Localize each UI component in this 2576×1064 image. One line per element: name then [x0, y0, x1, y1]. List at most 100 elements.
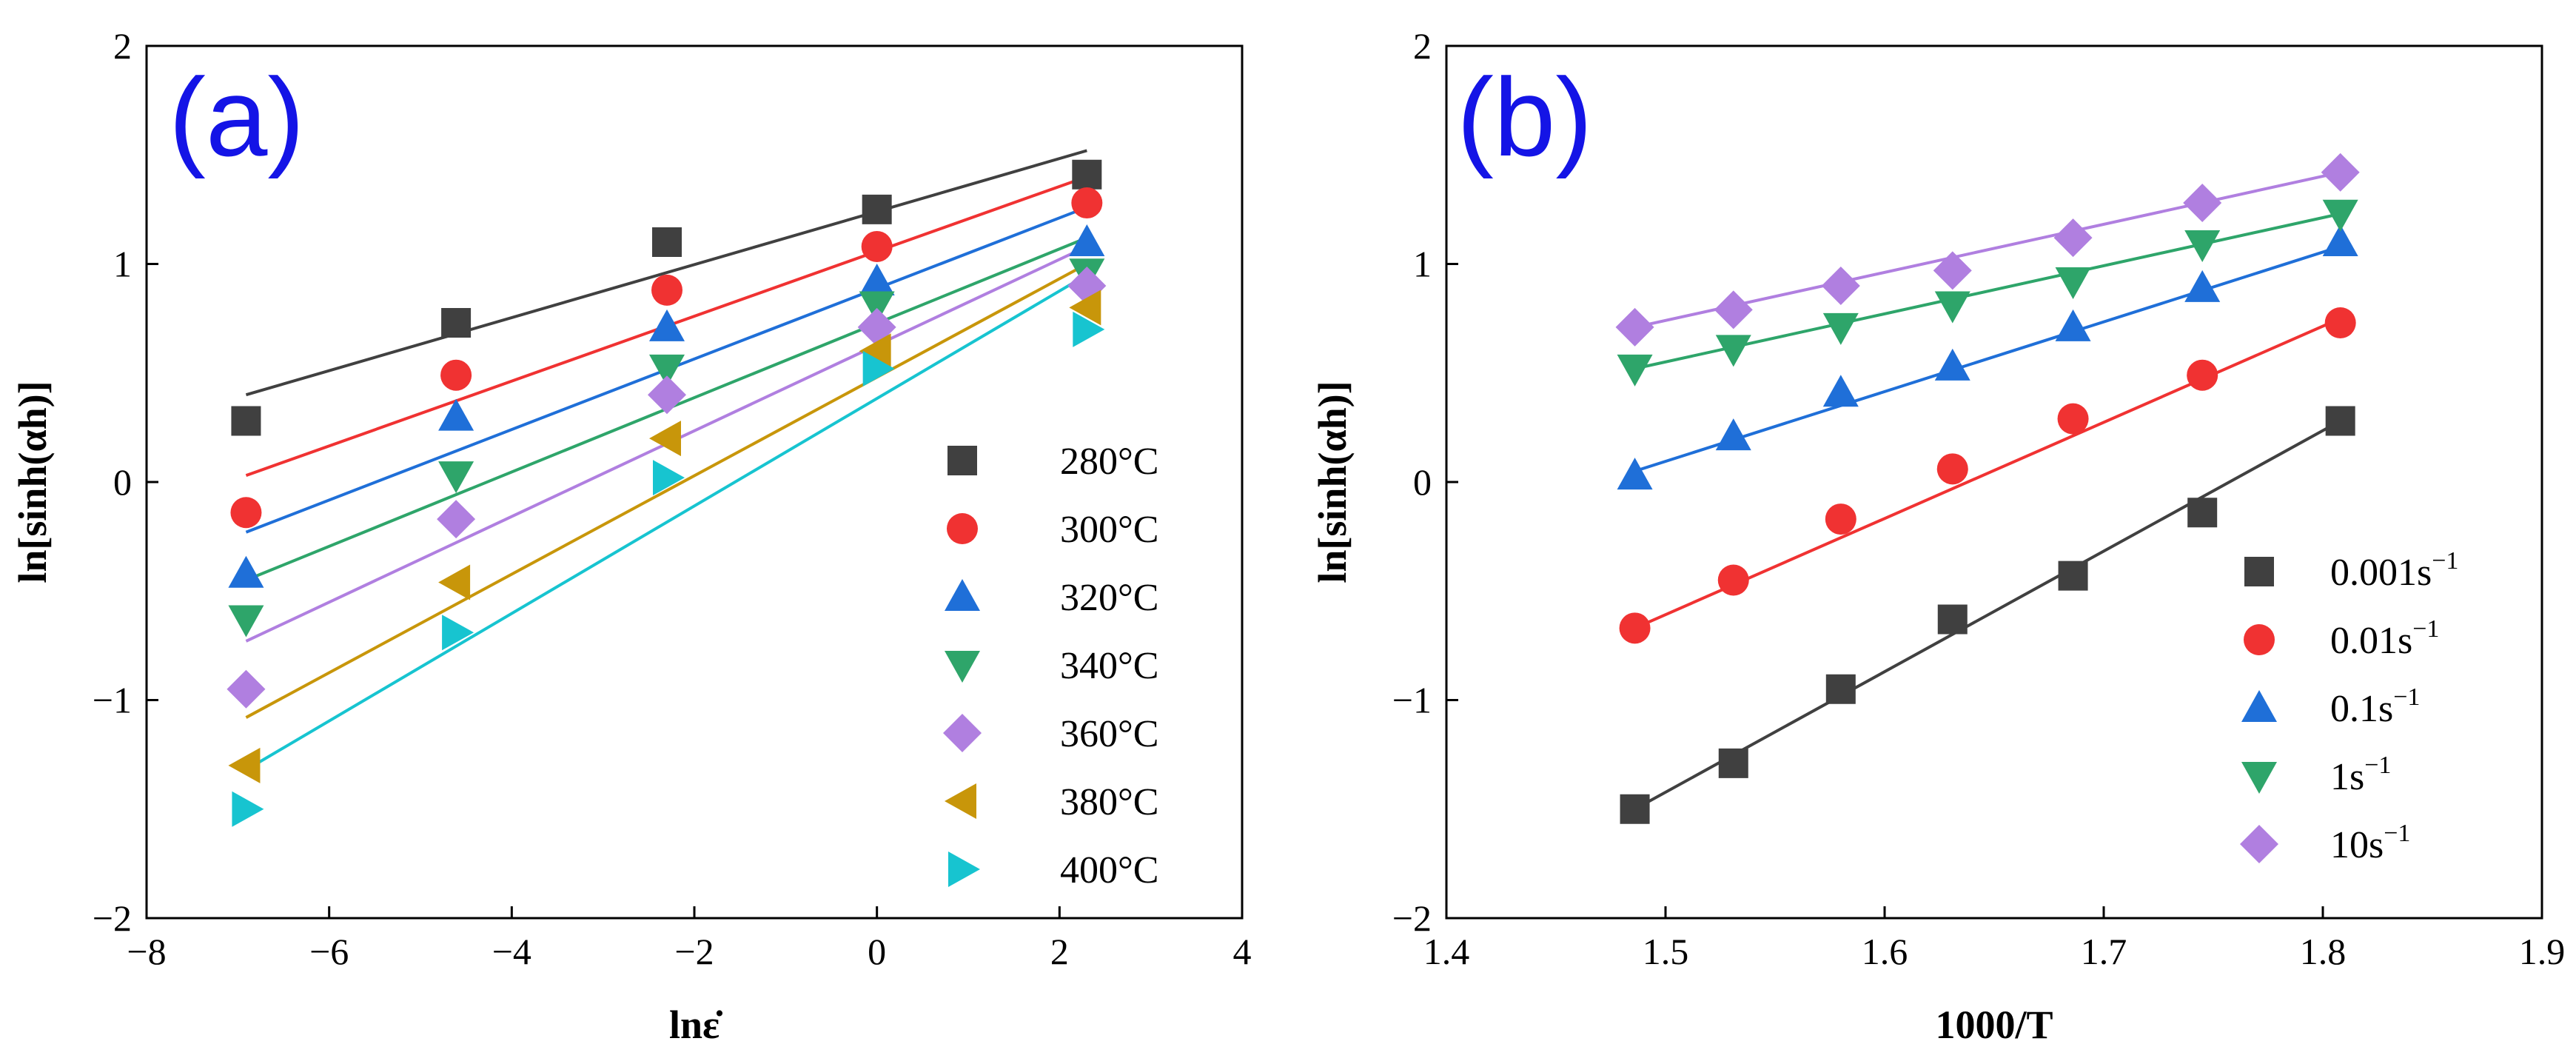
panel-b-series-2-point — [2057, 403, 2089, 435]
panel-a-label: (a) — [169, 55, 304, 179]
panel-b-x-tick-label: 1.4 — [1423, 931, 1470, 972]
panel-b-series-2-point — [1936, 453, 1968, 485]
panel-a-chart: −8 −6 −4 −2 0 2 4 −2 −1 0 1 2 280°C 300°C 320°C 340°C 36… — [10, 25, 1252, 1047]
panel-a-legend-marker-3 — [945, 579, 980, 611]
panel-a-series-7-point — [442, 615, 474, 651]
panel-a-series-4-point — [859, 291, 895, 324]
panel-a-series-4-point — [438, 461, 474, 494]
panel-b-series-2-point — [1825, 503, 1856, 535]
panel-b-x-tick-label: 1.5 — [1643, 931, 1689, 972]
panel-b-series-4-point — [1715, 335, 1751, 367]
panel-b-series-2-point — [1619, 612, 1651, 644]
panel-b-series-2-point — [2187, 359, 2218, 391]
panel-b-x-tick-label: 1.7 — [2081, 931, 2127, 972]
panel-b-fit-line-4 — [1634, 212, 2341, 370]
panel-b-label: (b) — [1457, 55, 1592, 179]
panel-b-series-3-point — [2055, 309, 2091, 341]
panel-a-x-tick-label: −6 — [309, 931, 349, 972]
panel-a-series-1-point — [441, 308, 472, 338]
panel-a-series-7-point — [653, 460, 685, 496]
panel-a-y-tick-label: 0 — [113, 461, 132, 503]
panel-a-series-7-point — [862, 350, 895, 387]
panel-b-series-5-point — [1615, 307, 1654, 347]
panel-a-x-tick-label: 4 — [1233, 931, 1252, 972]
panel-a-legend-marker-6 — [945, 783, 976, 819]
panel-a-series-6-point — [649, 421, 681, 457]
panel-b-y-tick-label: 0 — [1413, 461, 1432, 503]
panel-b-series-4-point — [2184, 230, 2221, 262]
panel-b-series-4-point — [1617, 354, 1653, 387]
panel-a-series-2-point — [861, 230, 893, 262]
panel-a-legend-label-3: 320°C — [1060, 577, 1158, 619]
panel-b-x-tick-label: 1.6 — [1862, 931, 1908, 972]
panel-b-x-axis-title: 1000/T — [1935, 1003, 2053, 1047]
panel-b-legend-marker-2 — [2244, 624, 2275, 655]
panel-a-legend-label-7: 400°C — [1060, 849, 1158, 891]
panel-a-fit-line-1 — [245, 149, 1087, 397]
panel-a-legend-label-2: 300°C — [1060, 509, 1158, 551]
panel-a-series-6-point — [438, 564, 471, 600]
panel-a-x-tick-label: −2 — [674, 931, 714, 972]
panel-a-legend-marker-2 — [947, 513, 978, 544]
panel-a-series-1-point — [862, 194, 892, 224]
panel-a-series-3-point — [859, 264, 895, 296]
panel-b-series-3-point — [1617, 458, 1653, 490]
panel-a-y-tick-label: 2 — [113, 25, 132, 67]
panel-b-series-5-point — [2321, 153, 2360, 192]
panel-a-x-tick-label: −8 — [127, 931, 166, 972]
panel-a-legend-label-6: 380°C — [1060, 781, 1158, 823]
panel-b-series-3-point — [1715, 418, 1751, 451]
panel-b-series-4-point — [1934, 291, 1970, 324]
panel-b-series-5-point — [1821, 266, 1860, 305]
panel-b-series-3-point — [2184, 270, 2221, 302]
panel-a-series-5-point — [437, 500, 476, 539]
panel-a-series-7-point — [1073, 311, 1105, 347]
panel-b-fit-line-1 — [1634, 419, 2341, 811]
panel-a-series-3-point — [438, 398, 474, 431]
panel-a-series-6-point — [859, 333, 891, 369]
panel-b-series-1-point — [2058, 561, 2088, 591]
panel-a-series-1-point — [1072, 159, 1102, 190]
panel-a-fit-line-7 — [245, 273, 1088, 772]
panel-a-series-2-point — [1071, 187, 1103, 219]
panel-b-frame — [1445, 44, 2543, 920]
panel-a-series-5-point — [227, 669, 266, 709]
panel-b-y-tick-label: −2 — [1392, 897, 1432, 939]
panel-b-series-1-point — [1937, 604, 1968, 635]
panel-a-series-6-point — [228, 747, 261, 783]
panel-a-series-1-point — [231, 406, 261, 436]
panel-b-series-2-point — [1717, 564, 1749, 596]
panel-a-legend-marker-4 — [945, 651, 980, 683]
panel-b-fit-line-2 — [1634, 317, 2341, 630]
panel-b-legend-marker-1 — [2244, 557, 2274, 586]
panel-b-chart: 1.4 1.5 1.6 1.7 1.8 1.9−2−10120.001s−10.01s−1… — [1310, 25, 2565, 1047]
panel-b-y-tick-label: −1 — [1392, 680, 1432, 721]
panel-b-legend-marker-4 — [2241, 762, 2277, 794]
panel-a-series-4-point — [228, 605, 264, 638]
panel-b-y-tick-label: 1 — [1413, 244, 1432, 285]
panel-b-series-5-point — [2183, 184, 2222, 223]
panel-a-legend-label-1: 280°C — [1060, 441, 1158, 483]
panel-b-series-1-point — [1620, 794, 1650, 824]
panel-a-series-7-point — [232, 791, 264, 827]
panel-b-series-5-point — [2053, 218, 2093, 258]
panel-b-legend-marker-5 — [2240, 825, 2278, 863]
panel-a-y-tick-label: −2 — [93, 897, 132, 939]
panel-a-y-axis-title: ln[sinh(αh)] — [10, 381, 55, 583]
panel-b-y-tick-label: 2 — [1413, 25, 1432, 67]
panel-b-series-1-point — [1825, 674, 1856, 704]
panel-b-fit-line-3 — [1634, 245, 2341, 473]
panel-a-x-tick-label: −4 — [492, 931, 531, 972]
panel-a-series-3-point — [1069, 224, 1105, 257]
panel-a-legend-marker-5 — [943, 714, 982, 752]
panel-a-series-2-point — [651, 274, 682, 306]
panel-b-series-4-point — [2055, 267, 2091, 300]
panel-a-series-2-point — [230, 497, 262, 529]
panel-a-y-tick-label: 1 — [113, 244, 132, 285]
panel-b-series-1-point — [2325, 406, 2355, 436]
panel-a-series-5-point — [648, 375, 686, 415]
panel-b-series-1-point — [2187, 498, 2218, 528]
panel-a-fit-line-6 — [245, 262, 1088, 719]
panel-a-series-3-point — [649, 309, 685, 341]
